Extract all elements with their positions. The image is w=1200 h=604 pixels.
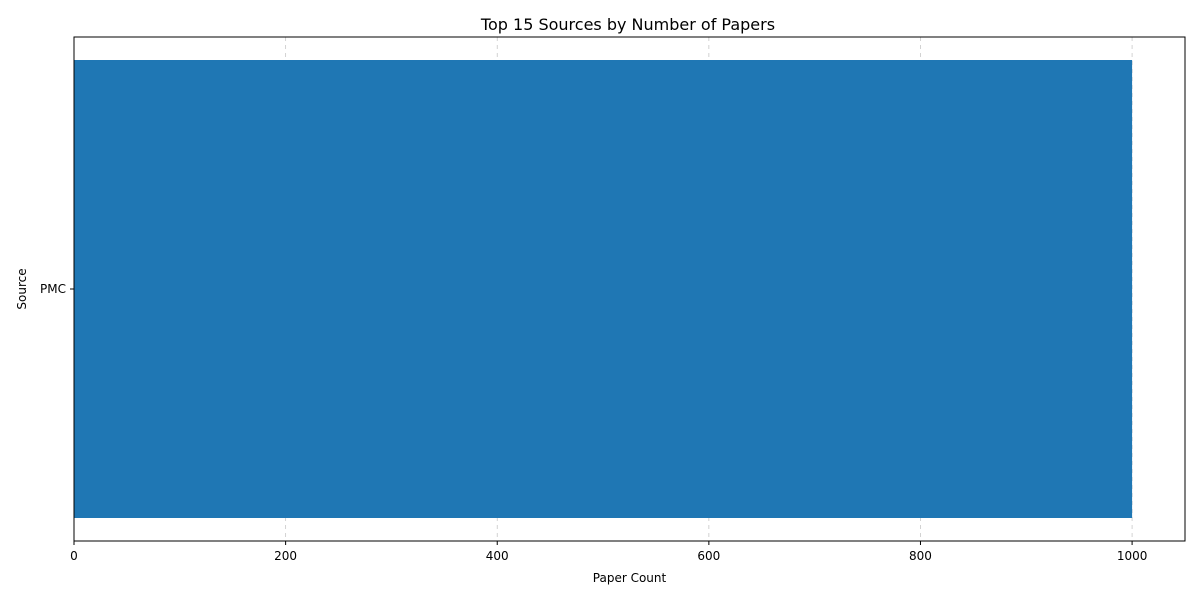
x-tick-label-4: 800 xyxy=(909,549,932,563)
x-tick-label-3: 600 xyxy=(697,549,720,563)
bars-layer xyxy=(74,60,1133,518)
x-tick-label-5: 1000 xyxy=(1117,549,1148,563)
x-tick-label-1: 200 xyxy=(274,549,297,563)
x-tick-label-2: 400 xyxy=(486,549,509,563)
x-axis: 0 200 400 600 800 1000 xyxy=(70,541,1147,563)
x-axis-label: Paper Count xyxy=(593,571,667,585)
x-tick-label-0: 0 xyxy=(70,549,78,563)
y-tick-label-0: PMC xyxy=(40,282,66,296)
chart-title: Top 15 Sources by Number of Papers xyxy=(480,15,775,34)
y-axis-label: Source xyxy=(15,268,29,309)
y-axis: PMC xyxy=(40,282,74,296)
bar-pmc xyxy=(74,60,1133,518)
